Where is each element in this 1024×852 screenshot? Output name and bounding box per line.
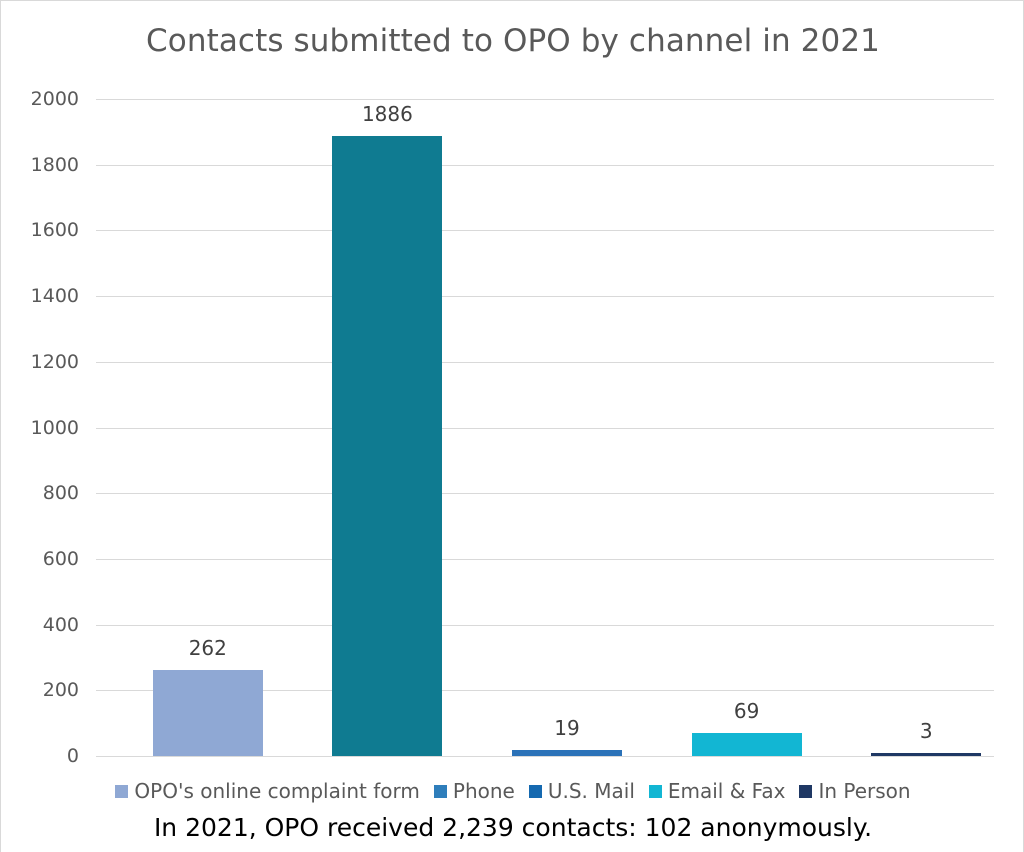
y-axis-tick-label: 1200 bbox=[30, 350, 79, 373]
bar-group[interactable]: 262 bbox=[152, 99, 263, 756]
gridline bbox=[96, 427, 994, 429]
bar-value-label: 262 bbox=[188, 635, 227, 660]
legend-item[interactable]: U.S. Mail bbox=[528, 779, 635, 803]
bar[interactable] bbox=[512, 749, 622, 756]
legend-label: In Person bbox=[818, 779, 911, 803]
legend-item[interactable]: Phone bbox=[433, 779, 515, 803]
bar[interactable] bbox=[332, 136, 443, 756]
y-axis: 2000 1800 1600 1400 1200 1000 800 600 400 200 0 bbox=[1, 88, 89, 767]
gridline bbox=[96, 164, 994, 166]
bar-group[interactable]: 69 bbox=[691, 99, 802, 756]
y-axis-tick-label: 400 bbox=[42, 613, 79, 636]
gridline bbox=[96, 493, 994, 495]
gridline bbox=[96, 558, 994, 560]
y-axis-tick-label: 1000 bbox=[30, 416, 79, 439]
y-axis-tick-label: 1800 bbox=[30, 153, 79, 176]
y-axis-tick-label: 800 bbox=[42, 482, 79, 505]
legend-label: U.S. Mail bbox=[547, 779, 635, 803]
chart-title: Contacts submitted to OPO by channel in … bbox=[146, 23, 880, 59]
bar-value-label: 1886 bbox=[361, 102, 413, 127]
gridline bbox=[96, 361, 994, 363]
footer-caption: In 2021, OPO received 2,239 contacts: 10… bbox=[153, 813, 873, 842]
legend-swatch-icon bbox=[799, 784, 813, 798]
bar[interactable] bbox=[871, 753, 982, 756]
chart-legend: OPO's online complaint form Phone U.S. Mai… bbox=[1, 779, 1023, 803]
gridline bbox=[96, 296, 994, 298]
bar-value-label: 69 bbox=[733, 699, 760, 724]
bar[interactable] bbox=[152, 669, 263, 756]
gridline bbox=[96, 99, 994, 100]
y-axis-tick-label: 600 bbox=[42, 547, 79, 570]
plot-area: 262 1886 19 69 3 bbox=[96, 99, 994, 757]
legend-item[interactable]: OPO's online complaint form bbox=[115, 779, 420, 803]
gridline bbox=[96, 230, 994, 232]
y-axis-tick-label: 200 bbox=[42, 679, 79, 702]
legend-swatch-icon bbox=[115, 784, 129, 798]
legend-swatch-icon bbox=[648, 784, 662, 798]
legend-swatch-icon bbox=[528, 784, 542, 798]
bars-layer: 262 1886 19 69 3 bbox=[96, 99, 994, 756]
bar-value-label: 3 bbox=[919, 719, 933, 743]
gridline bbox=[96, 690, 994, 692]
legend-label: Email & Fax bbox=[667, 779, 786, 803]
bar-group[interactable]: 19 bbox=[512, 99, 622, 756]
bar-value-label: 19 bbox=[554, 715, 580, 740]
bar-group[interactable]: 1886 bbox=[332, 99, 443, 756]
legend-item[interactable]: Email & Fax bbox=[648, 779, 786, 803]
gridline bbox=[96, 624, 994, 626]
y-axis-tick-label: 2000 bbox=[30, 88, 79, 110]
legend-swatch-icon bbox=[433, 784, 447, 798]
y-axis-tick-label: 0 bbox=[66, 745, 79, 767]
y-axis-tick-label: 1600 bbox=[30, 219, 79, 242]
legend-label: Phone bbox=[452, 779, 515, 803]
bar[interactable] bbox=[691, 733, 802, 756]
legend-item[interactable]: In Person bbox=[799, 779, 911, 803]
gridline bbox=[96, 756, 994, 757]
y-axis-tick-label: 1400 bbox=[30, 285, 79, 308]
legend-label: OPO's online complaint form bbox=[134, 779, 420, 803]
bar-group[interactable]: 3 bbox=[871, 99, 982, 756]
